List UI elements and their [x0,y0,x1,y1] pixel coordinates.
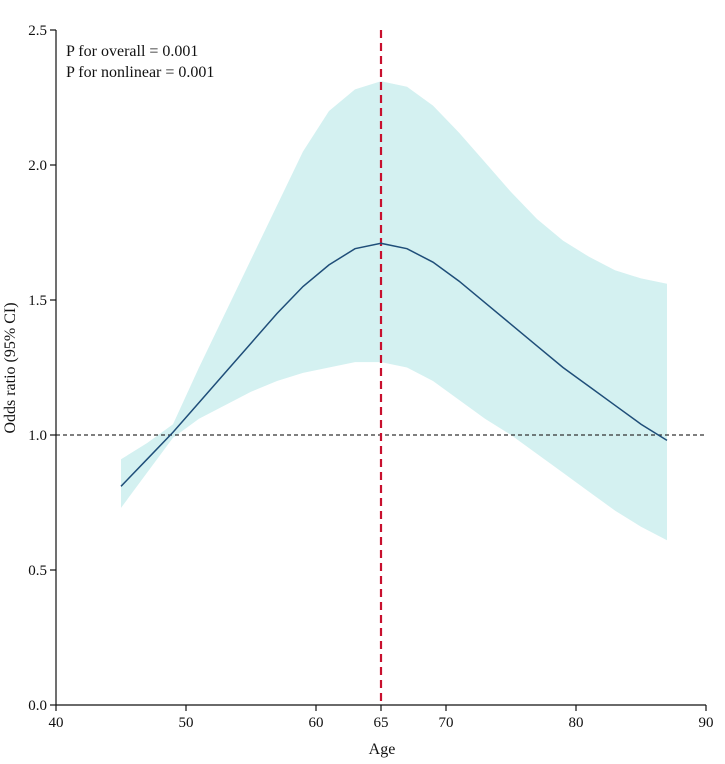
x-tick-label: 50 [179,715,194,731]
y-tick-label: 2.5 [28,23,47,39]
y-tick-label: 0.5 [28,563,47,579]
p-nonlinear-annotation: P for nonlinear = 0.001 [66,64,214,81]
x-tick-label: 65 [374,715,389,731]
ci-band [121,81,667,541]
annotation-layer: P for overall = 0.001 P for nonlinear = … [66,43,214,81]
odds-ratio-curve-layer [120,242,668,487]
axes-layer: 40 50 60 65 70 80 90 0.0 0.5 1.0 1.5 2.0 2.5 [28,23,713,731]
x-tick-label: 70 [439,715,454,731]
p-overall-annotation: P for overall = 0.001 [66,43,198,60]
y-tick-label: 2.0 [28,158,47,174]
reference-lines-layer [56,30,706,705]
x-tick-label: 80 [569,715,584,731]
y-tick-label: 0.0 [28,698,47,714]
x-tick-label: 40 [49,715,64,731]
x-tick-label: 90 [699,715,714,731]
x-tick-label: 60 [309,715,324,731]
odds-ratio-line [120,242,668,487]
confidence-band-layer [121,81,667,541]
y-axis-title: Odds ratio (95% CI) [2,302,19,433]
y-tick-label: 1.0 [28,428,47,444]
x-axis-title: Age [369,741,396,758]
y-tick-label: 1.5 [28,293,47,309]
